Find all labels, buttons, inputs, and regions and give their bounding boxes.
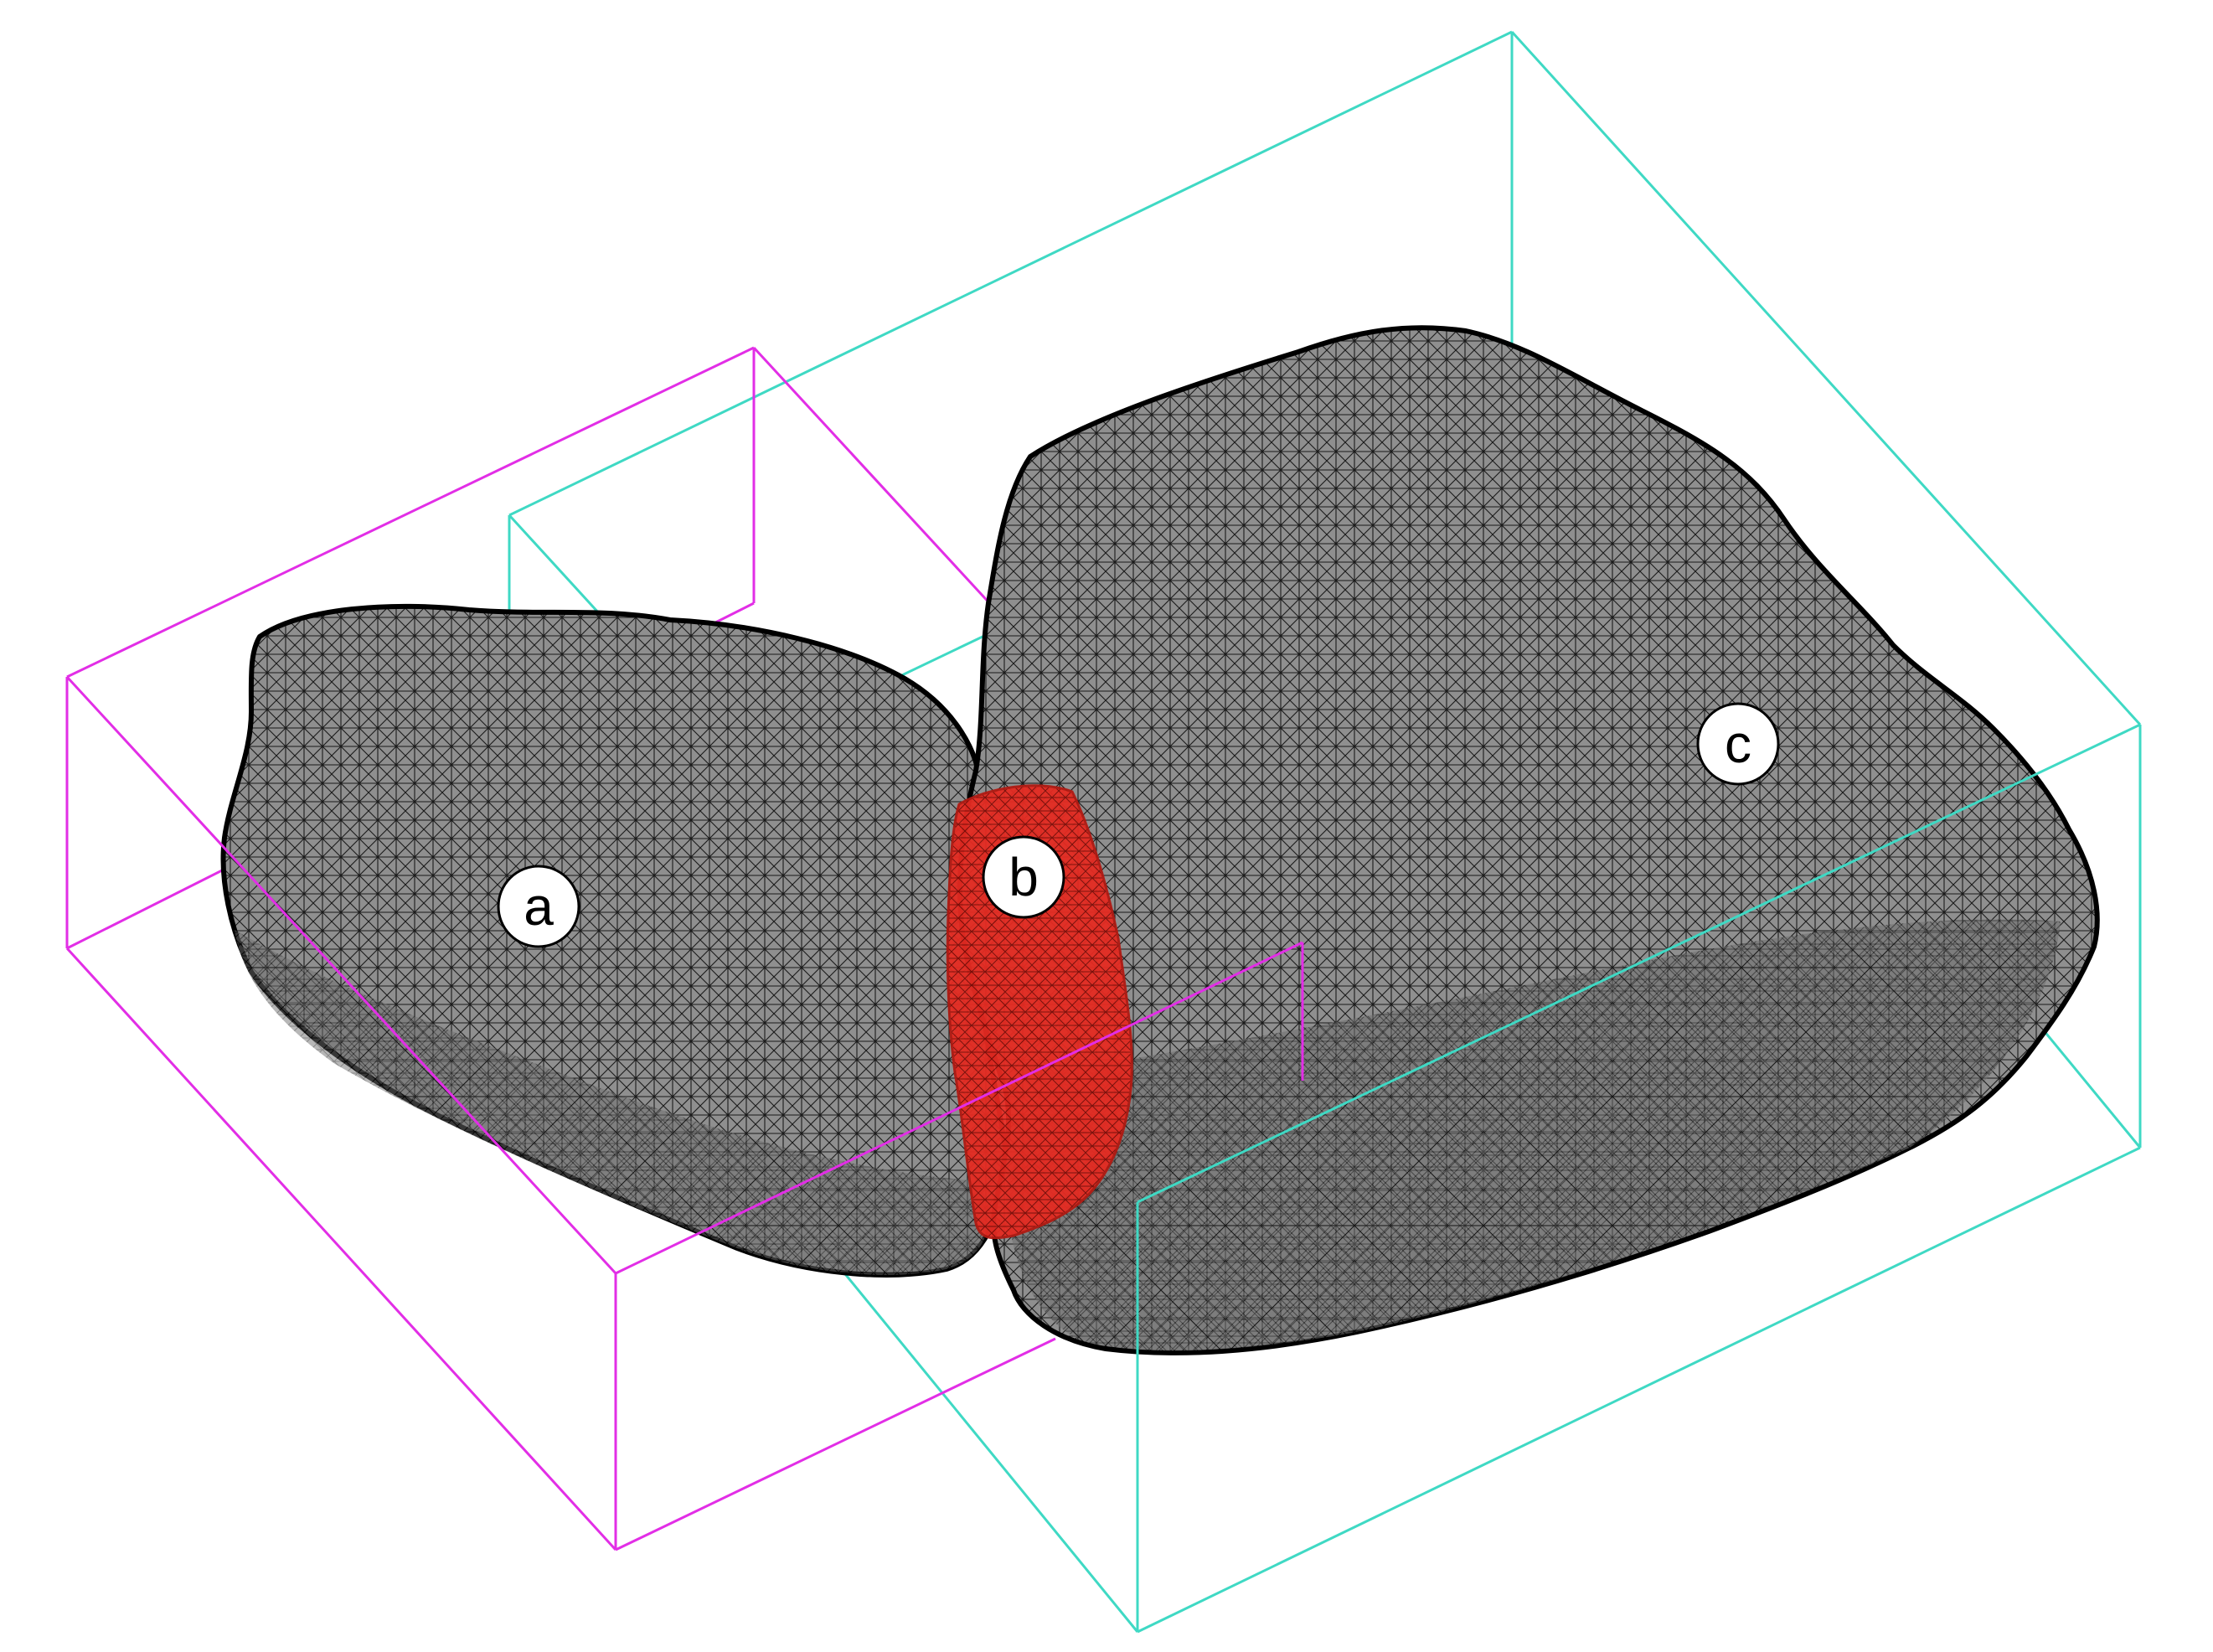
- box-small-edge: [65, 947, 617, 1551]
- label-b-text: b: [1008, 847, 1039, 907]
- label-c: c: [1696, 702, 1780, 786]
- label-a: a: [497, 865, 580, 948]
- box-small-edge: [615, 941, 1303, 1275]
- label-b: b: [982, 835, 1065, 919]
- large-lobe-shadow: [1005, 919, 2061, 1351]
- label-c-text: c: [1725, 714, 1751, 774]
- box-large-edge: [1510, 30, 2142, 726]
- box-small-edge: [65, 675, 617, 1275]
- label-a-text: a: [524, 876, 554, 937]
- label-a-circle: [497, 865, 580, 948]
- small-lobe-shadow: [235, 930, 988, 1275]
- box-small-edge: [66, 346, 755, 679]
- box-large-edge: [508, 30, 1513, 517]
- label-b-circle: [982, 835, 1065, 919]
- label-c-circle: [1696, 702, 1780, 786]
- box-small-edge: [615, 1337, 1056, 1551]
- box-large-edge: [1137, 723, 2141, 1204]
- box-large-edge: [1137, 1146, 2141, 1634]
